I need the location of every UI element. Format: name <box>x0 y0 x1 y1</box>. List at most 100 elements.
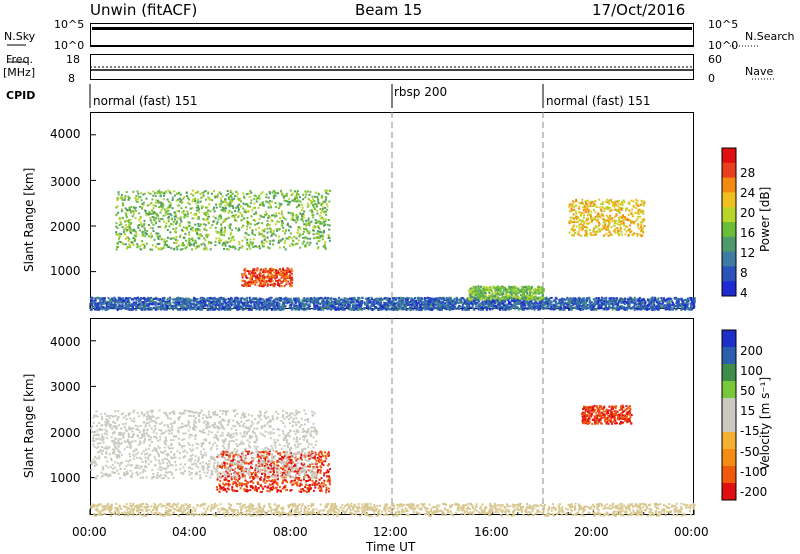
velocity-colorbar-cell-9 <box>722 483 736 501</box>
power-echo-pixel <box>228 209 231 212</box>
power-echo-pixel <box>114 307 117 310</box>
power-echo-pixel <box>268 247 271 250</box>
power-echo-pixel <box>107 303 110 306</box>
power-echo-pixel <box>375 306 378 309</box>
power-echo-pixel <box>165 222 168 225</box>
power-echo-pixel <box>566 303 569 306</box>
power-echo-pixel <box>436 300 439 303</box>
power-echo-pixel <box>270 233 273 236</box>
power-echo-pixel <box>204 189 207 192</box>
power-echo-pixel <box>269 192 272 195</box>
power-echo-pixel <box>137 226 140 229</box>
power-echo-pixel <box>654 298 657 301</box>
power-echo-pixel <box>142 297 145 300</box>
power-echo-pixel <box>280 308 283 311</box>
power-echo-pixel <box>291 308 294 311</box>
power-echo-pixel <box>176 301 179 304</box>
power-echo-pixel <box>115 303 118 306</box>
power-echo-pixel <box>292 214 295 217</box>
power-echo-pixel <box>242 308 245 311</box>
power-echo-pixel <box>178 210 181 213</box>
power-echo-pixel <box>407 303 410 306</box>
power-echo-pixel <box>290 194 293 197</box>
power-echo-pixel <box>261 229 264 232</box>
power-echo-pixel <box>289 297 292 300</box>
power-echo-pixel <box>335 302 338 305</box>
power-echo-pixel <box>414 302 417 305</box>
power-echo-pixel <box>673 306 676 309</box>
power-echo-pixel <box>543 303 546 306</box>
power-echo-pixel <box>430 305 433 308</box>
power-echo-pixel <box>143 227 146 230</box>
power-echo-pixel <box>429 308 432 311</box>
power-echo-pixel <box>187 297 190 300</box>
power-echo-pixel <box>559 298 562 301</box>
power-echo-pixel <box>308 193 311 196</box>
power-echo-pixel <box>352 305 355 308</box>
power-echo-pixel <box>423 304 426 307</box>
power-echo-pixel <box>600 300 603 303</box>
power-echo-pixel <box>245 232 248 235</box>
power-echo-pixel <box>644 306 647 309</box>
power-echo-pixel <box>285 194 288 197</box>
power-echo-pixel <box>469 306 472 309</box>
power-echo-pixel <box>579 298 582 301</box>
power-echo-pixel <box>394 305 397 308</box>
power-echo-pixel <box>213 299 216 302</box>
power-echo-pixel <box>255 228 258 231</box>
power-echo-pixel <box>315 297 318 300</box>
power-echo-pixel <box>317 302 320 305</box>
power-echo-pixel <box>603 300 606 303</box>
power-echo-pixel <box>436 302 439 305</box>
power-echo-pixel <box>126 236 129 239</box>
power-echo-pixel <box>382 306 385 309</box>
power-echo-pixel <box>295 301 298 304</box>
power-echo-pixel <box>580 300 583 303</box>
power-echo-pixel <box>194 297 197 300</box>
power-echo-pixel <box>289 299 292 302</box>
power-echo-pixel <box>303 227 306 230</box>
power-echo-pixel <box>157 305 160 308</box>
power-echo-pixel <box>423 303 426 306</box>
power-echo-pixel <box>529 303 532 306</box>
power-echo-pixel <box>211 199 214 202</box>
power-echo-pixel <box>180 220 183 223</box>
power-echo-pixel <box>121 226 124 229</box>
power-echo-pixel <box>535 302 538 305</box>
power-echo-pixel <box>257 222 260 225</box>
power-echo-pixel <box>545 296 548 299</box>
power-echo-pixel <box>124 243 127 246</box>
power-echo-pixel <box>159 192 162 195</box>
power-echo-pixel <box>513 297 516 300</box>
power-echo-pixel <box>587 307 590 310</box>
power-echo-pixel <box>246 248 249 251</box>
power-echo-pixel <box>93 299 96 302</box>
power-echo-pixel <box>134 305 137 308</box>
power-echo-pixel <box>629 301 632 304</box>
power-echo-pixel <box>550 301 553 304</box>
power-echo-pixel <box>476 301 479 304</box>
power-echo-pixel <box>456 296 459 299</box>
power-echo-pixel <box>205 233 208 236</box>
power-echo-pixel <box>597 297 600 300</box>
power-echo-pixel <box>155 192 158 195</box>
power-echo-pixel <box>509 301 512 304</box>
power-echo-pixel <box>314 191 317 194</box>
power-echo-pixel <box>195 209 198 212</box>
power-echo-pixel <box>175 227 178 230</box>
power-echo-pixel <box>157 201 160 204</box>
power-echo-pixel <box>615 307 618 310</box>
power-echo-pixel <box>310 297 313 300</box>
power-echo-pixel <box>493 302 496 305</box>
power-echo-pixel <box>508 302 511 305</box>
power-echo-pixel <box>508 305 511 308</box>
power-echo-pixel <box>307 299 310 302</box>
power-echo-pixel <box>124 302 127 305</box>
power-echo-pixel <box>546 302 549 305</box>
power-echo-pixel <box>610 297 613 300</box>
power-echo-pixel <box>135 232 138 235</box>
power-echo-pixel <box>617 308 620 311</box>
power-echo-pixel <box>430 298 433 301</box>
power-echo-pixel <box>223 306 226 309</box>
power-echo-pixel <box>411 301 414 304</box>
